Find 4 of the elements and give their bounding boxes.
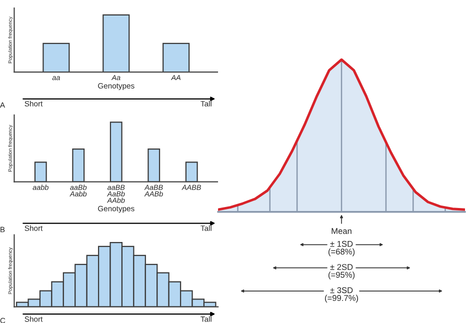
text: ± 2SD (=95%) [328, 264, 355, 280]
text: ± 1SD (=68%) [328, 240, 355, 256]
text: ± 3SD (=99.7%) [325, 287, 358, 303]
text: Mean [332, 228, 352, 234]
